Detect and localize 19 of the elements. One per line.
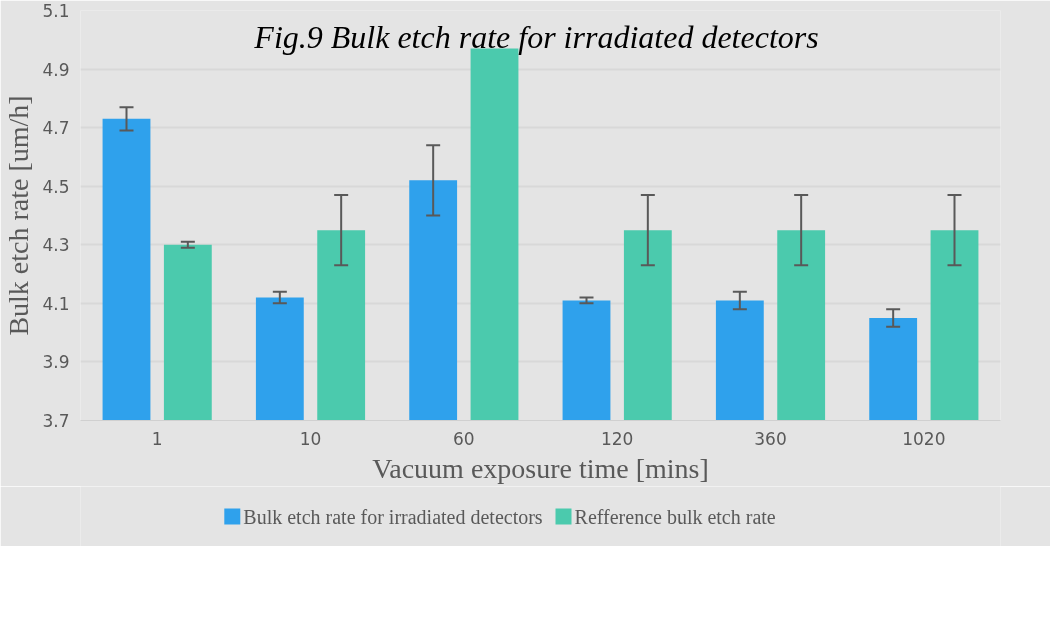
x-axis-title: Vacuum exposure time [mins] [372,452,709,484]
y-tick-label: 4.9 [42,59,70,80]
x-tick-label: 120 [600,428,634,449]
x-tick-label: 1 [151,428,163,449]
x-tick-label: 10 [299,428,322,449]
y-tick-label: 3.7 [42,411,70,431]
y-tick-label: 4.1 [42,293,70,314]
x-tick-label: 1020 [902,428,946,449]
legend-label: Bulk etch rate for irradiated detectors [243,505,543,528]
x-tick-label: 360 [754,428,787,449]
chart-title: Fig.9 Bulk etch rate for irradiated detectors [253,18,819,55]
y-axis-title: Bulk etch rate [um/h] [3,95,35,336]
y-tick-label: 5.1 [42,1,70,21]
legend-label: Refference bulk etch rate [574,505,776,528]
x-tick-label: 60 [453,428,475,449]
y-tick-label: 3.9 [42,352,70,373]
y-tick-label: 4.5 [42,176,70,197]
y-tick-label: 4.3 [42,235,70,256]
y-tick-label: 4.7 [42,118,70,139]
